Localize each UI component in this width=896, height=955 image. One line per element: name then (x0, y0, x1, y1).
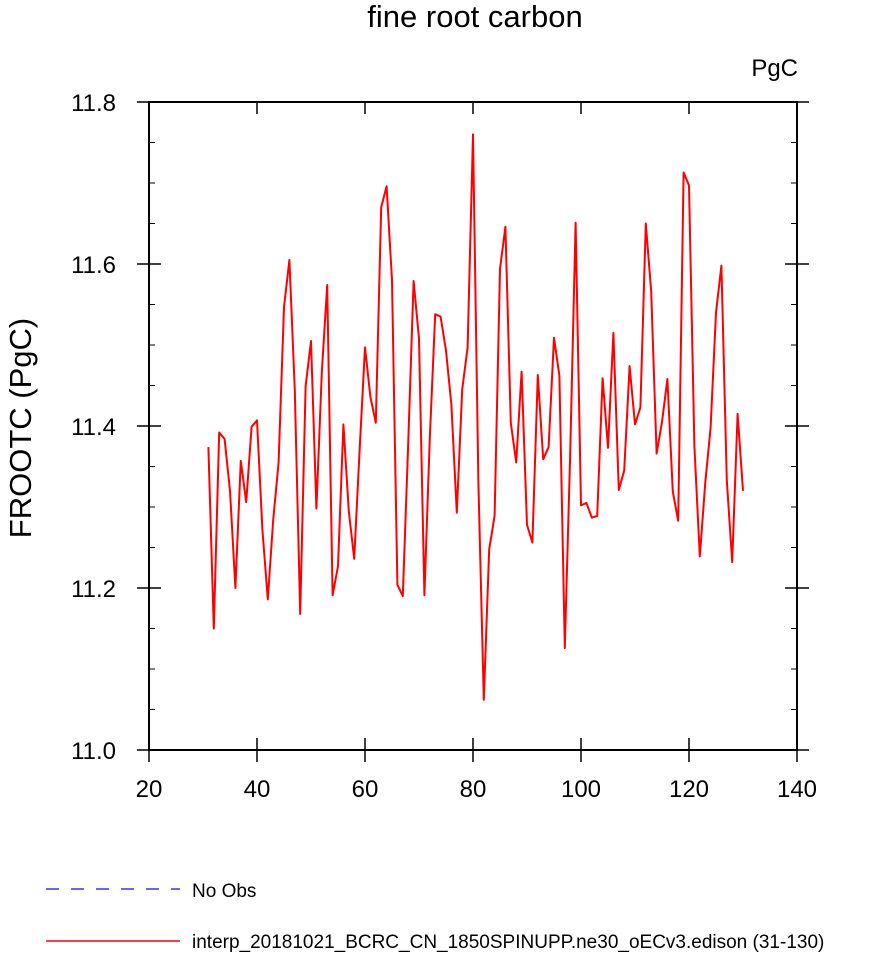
plot-frame (148, 101, 798, 751)
chart-title: fine root carbon (367, 0, 582, 34)
x-tick-label: 100 (561, 776, 601, 803)
y-tick-label: 11.2 (71, 576, 116, 603)
x-tick-label: 20 (136, 776, 163, 803)
axis-ticks (137, 101, 809, 762)
y-axis-label: FROOTC (PgC) (3, 318, 38, 538)
x-tick-label: 40 (244, 776, 271, 803)
legend-label-model-run: interp_20181021_BCRC_CN_1850SPINUPP.ne30… (192, 932, 824, 953)
plot-series (207, 133, 744, 701)
legend: No Obs interp_20181021_BCRC_CN_1850SPINU… (46, 881, 824, 953)
y-tick-label: 11.8 (71, 90, 116, 117)
units-label: PgC (751, 55, 798, 82)
x-tick-label: 120 (669, 776, 709, 803)
series-line-1 (207, 133, 744, 701)
x-tick-label: 60 (352, 776, 379, 803)
legend-label-no-obs: No Obs (192, 881, 256, 902)
axis-tick-labels: 20 40 60 80 100 120 140 11.0 11.2 11.4 11.6 11.8 (71, 90, 817, 803)
y-tick-label: 11.4 (71, 414, 116, 441)
x-tick-label: 140 (777, 776, 817, 803)
y-tick-label: 11.0 (71, 738, 116, 765)
x-tick-label: 80 (460, 776, 487, 803)
y-tick-label: 11.6 (71, 252, 116, 279)
